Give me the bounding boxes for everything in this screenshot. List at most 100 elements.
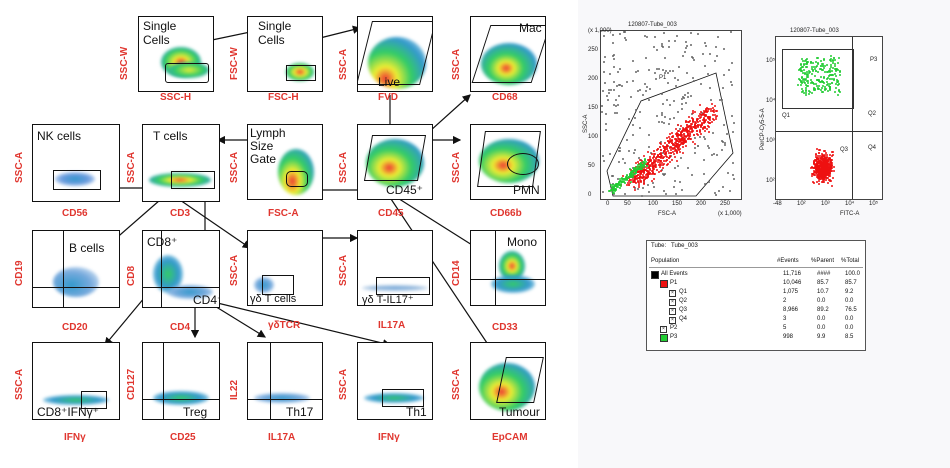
scatter-dot [682,54,684,57]
scatter-dot [700,116,703,119]
panel5-ylabel: SSC-A [14,151,25,183]
scatter-dot [661,167,664,170]
scatter-dot [695,133,698,136]
scatter-dot [824,170,827,173]
scatter-dot [831,169,834,172]
scatter-dot [695,129,698,132]
scatter-dot [730,80,733,83]
cyto-left-title: 120807-Tube_003 [628,22,677,28]
scatter-dot [654,163,657,166]
scatter-dot [816,164,819,167]
scatter-dot [831,70,834,73]
panel15-label: CD8⁺IFNγ⁺ [37,405,100,419]
scatter-dot [675,85,678,88]
scatter-dot [812,65,815,68]
scatter-dot [708,117,711,120]
scatter-dot [703,117,706,120]
table-row: P3 998 9.9 8.5 [647,334,865,342]
cyto-left-gate-label: P1 [659,75,667,81]
scatter-dot [684,41,687,44]
arrow-13 [384,189,482,251]
panel16-label: Treg [183,405,208,419]
scatter-dot [631,179,634,182]
scatter-dot [833,62,836,65]
scatter-dot [659,143,662,146]
scatter-dot [668,69,671,72]
scatter-dot [678,141,681,144]
scatter-dot [679,125,682,128]
scatter-dot [648,163,651,166]
scatter-dot [815,157,818,160]
scatter-dot [809,70,812,73]
scatter-dot [814,158,817,161]
cyto-left-ytick: 150 [588,105,599,111]
scatter-dot [833,56,836,59]
scatter-dot [801,82,804,85]
scatter-dot [636,176,639,179]
scatter-dot [694,120,697,123]
scatter-dot [677,130,680,133]
scatter-dot [702,111,705,114]
panel11-xlabel: CD4 [170,322,191,333]
population-total: 100.0 [845,271,861,277]
scatter-dot [819,156,822,159]
panel18-xlabel: IFNγ [378,432,400,443]
scatter-dot [834,58,837,61]
scatter-dot [632,79,635,82]
cyto-left-plot: P1 [600,30,742,200]
cyto-right-xtick: 10⁵ [869,201,879,207]
scatter-dot [644,161,647,164]
scatter-dot [802,71,805,74]
scatter-dot [816,166,819,169]
cyto-left-xtick: 50 [624,201,631,207]
scatter-dot [661,69,664,72]
scatter-dot [828,169,831,172]
scatter-dot [664,72,667,75]
scatter-dot [711,131,714,134]
panel15-plot: CD8⁺IFNγ⁺ [32,342,120,420]
scatter-dot [825,151,828,154]
scatter-dot [728,190,731,193]
scatter-dot [681,130,684,133]
scatter-dot [826,89,829,92]
panel17-ylabel: IL22 [229,379,240,400]
scatter-dot [664,142,667,145]
scatter-dot [804,81,807,84]
scatter-dot [826,182,829,185]
scatter-dot [704,109,707,112]
scatter-dot [799,83,802,86]
scatter-dot [638,179,641,182]
scatter-dot [689,131,692,134]
scatter-dot [839,73,841,76]
scatter-dot [639,167,642,170]
table-row: × Q1 1,075 10.7 9.2 [647,289,865,297]
scatter-dot [829,64,832,67]
scatter-dot [826,173,829,176]
panel17-plot: Th17 [247,342,323,420]
scatter-dot [632,174,635,177]
scatter-dot [701,123,704,126]
scatter-dot [647,173,650,176]
scatter-dot [681,138,684,141]
population-parent: 89.2 [817,307,829,313]
scatter-dot [816,175,819,178]
scatter-dot [835,83,838,86]
scatter-dot [647,69,650,71]
scatter-dot [638,127,641,129]
scatter-dot [839,70,842,73]
scatter-dot [674,128,677,131]
scatter-dot [676,146,679,149]
scatter-dot [602,71,605,74]
scatter-dot [667,122,670,125]
scatter-dot [674,145,677,148]
panel12-label: γδ T cells [250,293,297,305]
scatter-dot [643,175,646,178]
scatter-dot [713,109,716,112]
scatter-dot [684,121,687,124]
scatter-dot [830,159,833,162]
scatter-dot [822,171,825,174]
scatter-dot [686,129,689,132]
scatter-dot [826,154,829,156]
scatter-dot [660,92,663,95]
scatter-dot [815,158,818,161]
